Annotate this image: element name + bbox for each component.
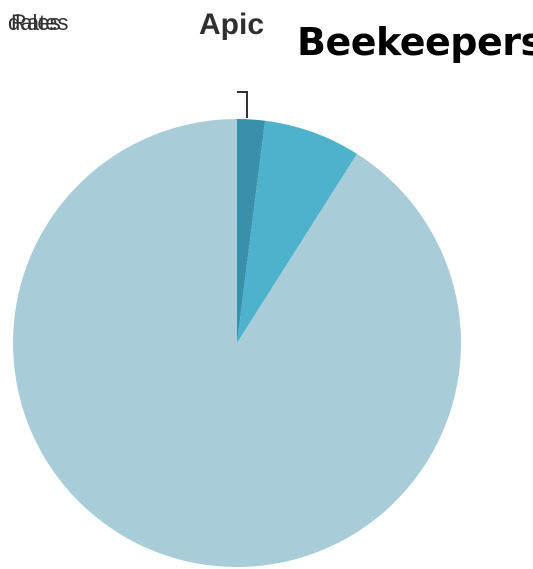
overlapping-label-a: dales — [8, 10, 61, 35]
chart-title: Beekeepers — [297, 20, 533, 64]
pie-slice-3 — [13, 119, 462, 567]
pie-slice-1 — [237, 119, 266, 343]
apic-label: Apic — [199, 8, 265, 41]
leader-line — [237, 91, 248, 118]
overlapping-label: dales Rates — [8, 10, 128, 40]
overlapping-label-b: Rates — [11, 10, 69, 35]
pie-slice-2 — [237, 120, 358, 344]
pie-slices — [13, 119, 462, 567]
